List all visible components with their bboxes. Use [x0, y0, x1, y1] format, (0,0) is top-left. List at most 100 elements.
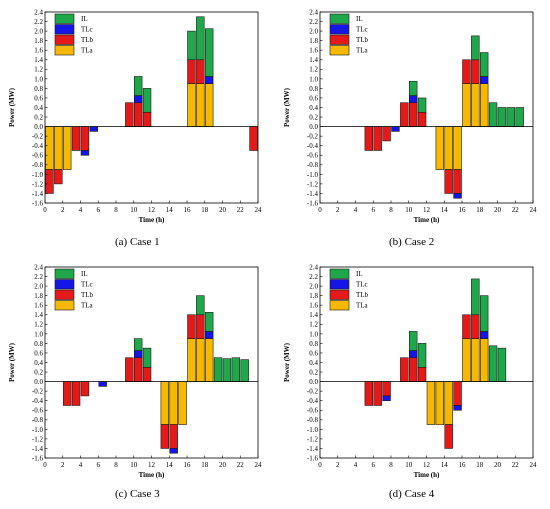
bar-segment-tlc	[453, 405, 462, 411]
y-axis-label: Power (MW)	[283, 342, 291, 382]
legend: IL TLc TLb TLa	[54, 13, 94, 56]
y-tick-label: 1.0	[309, 75, 318, 83]
bar-segment-tla	[453, 126, 462, 170]
bar-segment-tlb	[71, 381, 81, 406]
y-tick-label: 2.0	[34, 283, 43, 291]
y-tick-label: 2.0	[309, 283, 318, 291]
legend-label-il: IL	[81, 15, 88, 23]
bar-segment-tlb	[373, 126, 382, 151]
y-tick-label: 1.2	[309, 321, 318, 329]
x-tick-label: 6	[97, 206, 101, 214]
y-tick-label: 0.2	[34, 113, 43, 121]
bar-segment-il	[506, 107, 516, 127]
bar-segment-il	[497, 347, 507, 382]
y-tick-label: 0.8	[34, 85, 43, 93]
y-tick-label: 0.4	[309, 359, 318, 367]
bar-segment-tlb	[373, 381, 382, 406]
chart-panel-case-2: -1.6 -1.4 -1.2 -1.0 -0.8 -0.6 -0.4 -0.2 0.0 0.2 0.…	[275, 0, 550, 255]
legend-swatch-tlc	[54, 279, 75, 290]
bar-segment-il	[471, 35, 480, 61]
x-tick-label: 8	[389, 206, 393, 214]
y-tick-label: -1.4	[32, 190, 44, 198]
plot-frame	[44, 11, 259, 204]
x-tick-label: 14	[166, 461, 174, 469]
bar-segment-tlc	[204, 331, 214, 339]
legend-label-tla: TLa	[81, 302, 94, 310]
bar-segment-tla	[160, 381, 170, 425]
y-tick-label: -1.0	[32, 171, 44, 179]
bar-segment-tlb	[71, 126, 81, 151]
bar-segment-tla	[204, 83, 214, 127]
bar-segment-tlb	[169, 424, 178, 449]
y-tick-label: -0.6	[32, 407, 44, 415]
bar-segment-tlc	[453, 193, 462, 199]
bar-segment-tlb	[187, 59, 196, 84]
legend-label-il: IL	[356, 15, 363, 23]
y-tick-label: 0.6	[309, 94, 318, 102]
legend-swatch-tla	[54, 45, 75, 56]
bar-segment-tlc	[89, 126, 99, 132]
y-axis-label: Power (MW)	[283, 87, 291, 127]
y-tick-label: 0.4	[34, 104, 43, 112]
legend-label-tlc: TLc	[356, 26, 368, 34]
x-tick-label: 8	[114, 206, 118, 214]
legend-swatch-tla	[329, 45, 350, 56]
legend-label-il: IL	[356, 270, 363, 278]
y-tick-label: 0.6	[34, 349, 43, 357]
legend-label-tla: TLa	[81, 47, 94, 55]
x-tick-label: 20	[219, 461, 227, 469]
bars-group	[62, 295, 249, 454]
y-tick-label: 1.4	[34, 56, 43, 64]
bar-segment-tlc	[133, 350, 143, 359]
x-tick-label: 16	[459, 461, 467, 469]
y-tick-label: 0.6	[34, 94, 43, 102]
y-tick-label: 2.0	[34, 28, 43, 36]
bar-segment-tlb	[471, 314, 480, 339]
legend-label-tla: TLa	[356, 47, 369, 55]
bar-segment-tlb	[417, 366, 427, 382]
bar-segment-tlb	[400, 102, 409, 127]
bar-segment-tla	[444, 381, 453, 425]
y-tick-label: -0.8	[32, 416, 44, 424]
bar-segment-il	[133, 76, 143, 96]
legend: IL TLc TLb TLa	[329, 13, 369, 56]
bar-segment-tla	[196, 338, 205, 382]
x-tick-label: 16	[459, 206, 467, 214]
x-tick-label: 4	[79, 461, 83, 469]
y-tick-label: 0.0	[309, 123, 318, 131]
bar-segment-tlb	[382, 126, 391, 142]
chart-svg: -1.6-1.4-1.2-1.0-0.8-0.6-0.4-0.20.00.20.…	[8, 8, 262, 224]
bar-segment-tlb	[80, 381, 90, 397]
bar-segment-tla	[462, 83, 471, 127]
bar-segment-tla	[187, 338, 196, 382]
y-tick-label: 0.0	[34, 123, 43, 131]
bar-segment-tla	[178, 381, 187, 425]
legend-swatch-il	[329, 268, 350, 279]
chart-svg: -1.6-1.4-1.2-1.0-0.8-0.6-0.4-0.20.00.20.…	[283, 8, 537, 224]
y-tick-label: -1.2	[307, 180, 319, 188]
bar-segment-tlb	[382, 381, 391, 397]
bar-segment-tlb	[125, 102, 134, 127]
y-tick-label: 1.2	[34, 321, 43, 329]
x-tick-label: 14	[166, 206, 174, 214]
y-tick-label: -0.8	[307, 161, 319, 169]
legend-label-tla: TLa	[356, 302, 369, 310]
y-tick-label: 2.2	[34, 18, 43, 26]
bar-segment-tla	[479, 338, 489, 382]
chart-panel-case-1: -1.6 -1.4 -1.2 -1.0 -0.8 -0.6 -0.4 -0.2 0.0 0.2 0.…	[0, 0, 275, 255]
x-axis-label: Time (h)	[139, 216, 165, 224]
y-tick-label: 1.6	[34, 47, 43, 55]
caption-case-2: (b) Case 2	[389, 236, 435, 248]
bar-segment-il	[213, 357, 223, 382]
y-tick-label: 0.2	[34, 368, 43, 376]
bar-segment-tlc	[98, 381, 107, 387]
y-tick-label: 1.6	[309, 47, 318, 55]
bar-segment-tla	[426, 381, 436, 425]
y-tick-label: 0.4	[309, 104, 318, 112]
bar-segment-tlc	[80, 150, 90, 156]
x-tick-label: 12	[148, 206, 156, 214]
y-tick-label: 0.0	[309, 378, 318, 386]
bar-segment-tla	[54, 126, 63, 170]
y-tick-label: -0.4	[307, 397, 319, 405]
x-tick-label: 20	[494, 461, 502, 469]
